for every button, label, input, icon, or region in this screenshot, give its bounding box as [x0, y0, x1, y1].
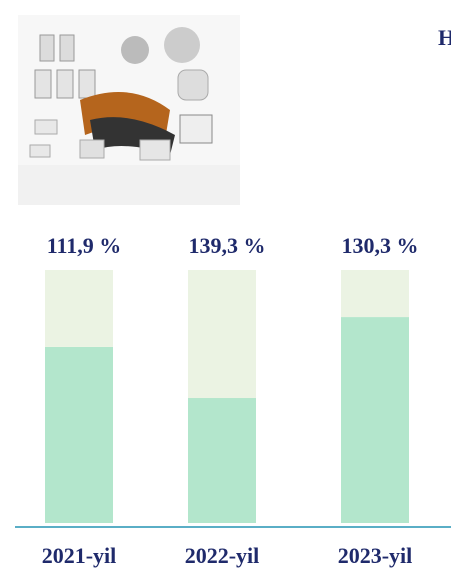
title: H: [438, 25, 451, 50]
bar-segment: [188, 270, 256, 399]
bar-annotation: 139,3 %: [189, 233, 266, 258]
product-photo: [18, 15, 240, 205]
bar-segment: [341, 317, 409, 523]
bar-segment: [341, 270, 409, 318]
x-tick-label: 2021-yil: [42, 543, 117, 568]
x-tick-label: 2023-yil: [338, 543, 413, 568]
bar-annotation: 111,9 %: [47, 233, 122, 258]
bar-segment: [45, 346, 113, 523]
bar-segment: [45, 270, 113, 347]
bar-segment: [188, 398, 256, 523]
x-tick-label: 2022-yil: [185, 543, 260, 568]
bar-annotation: 130,3 %: [342, 233, 419, 258]
